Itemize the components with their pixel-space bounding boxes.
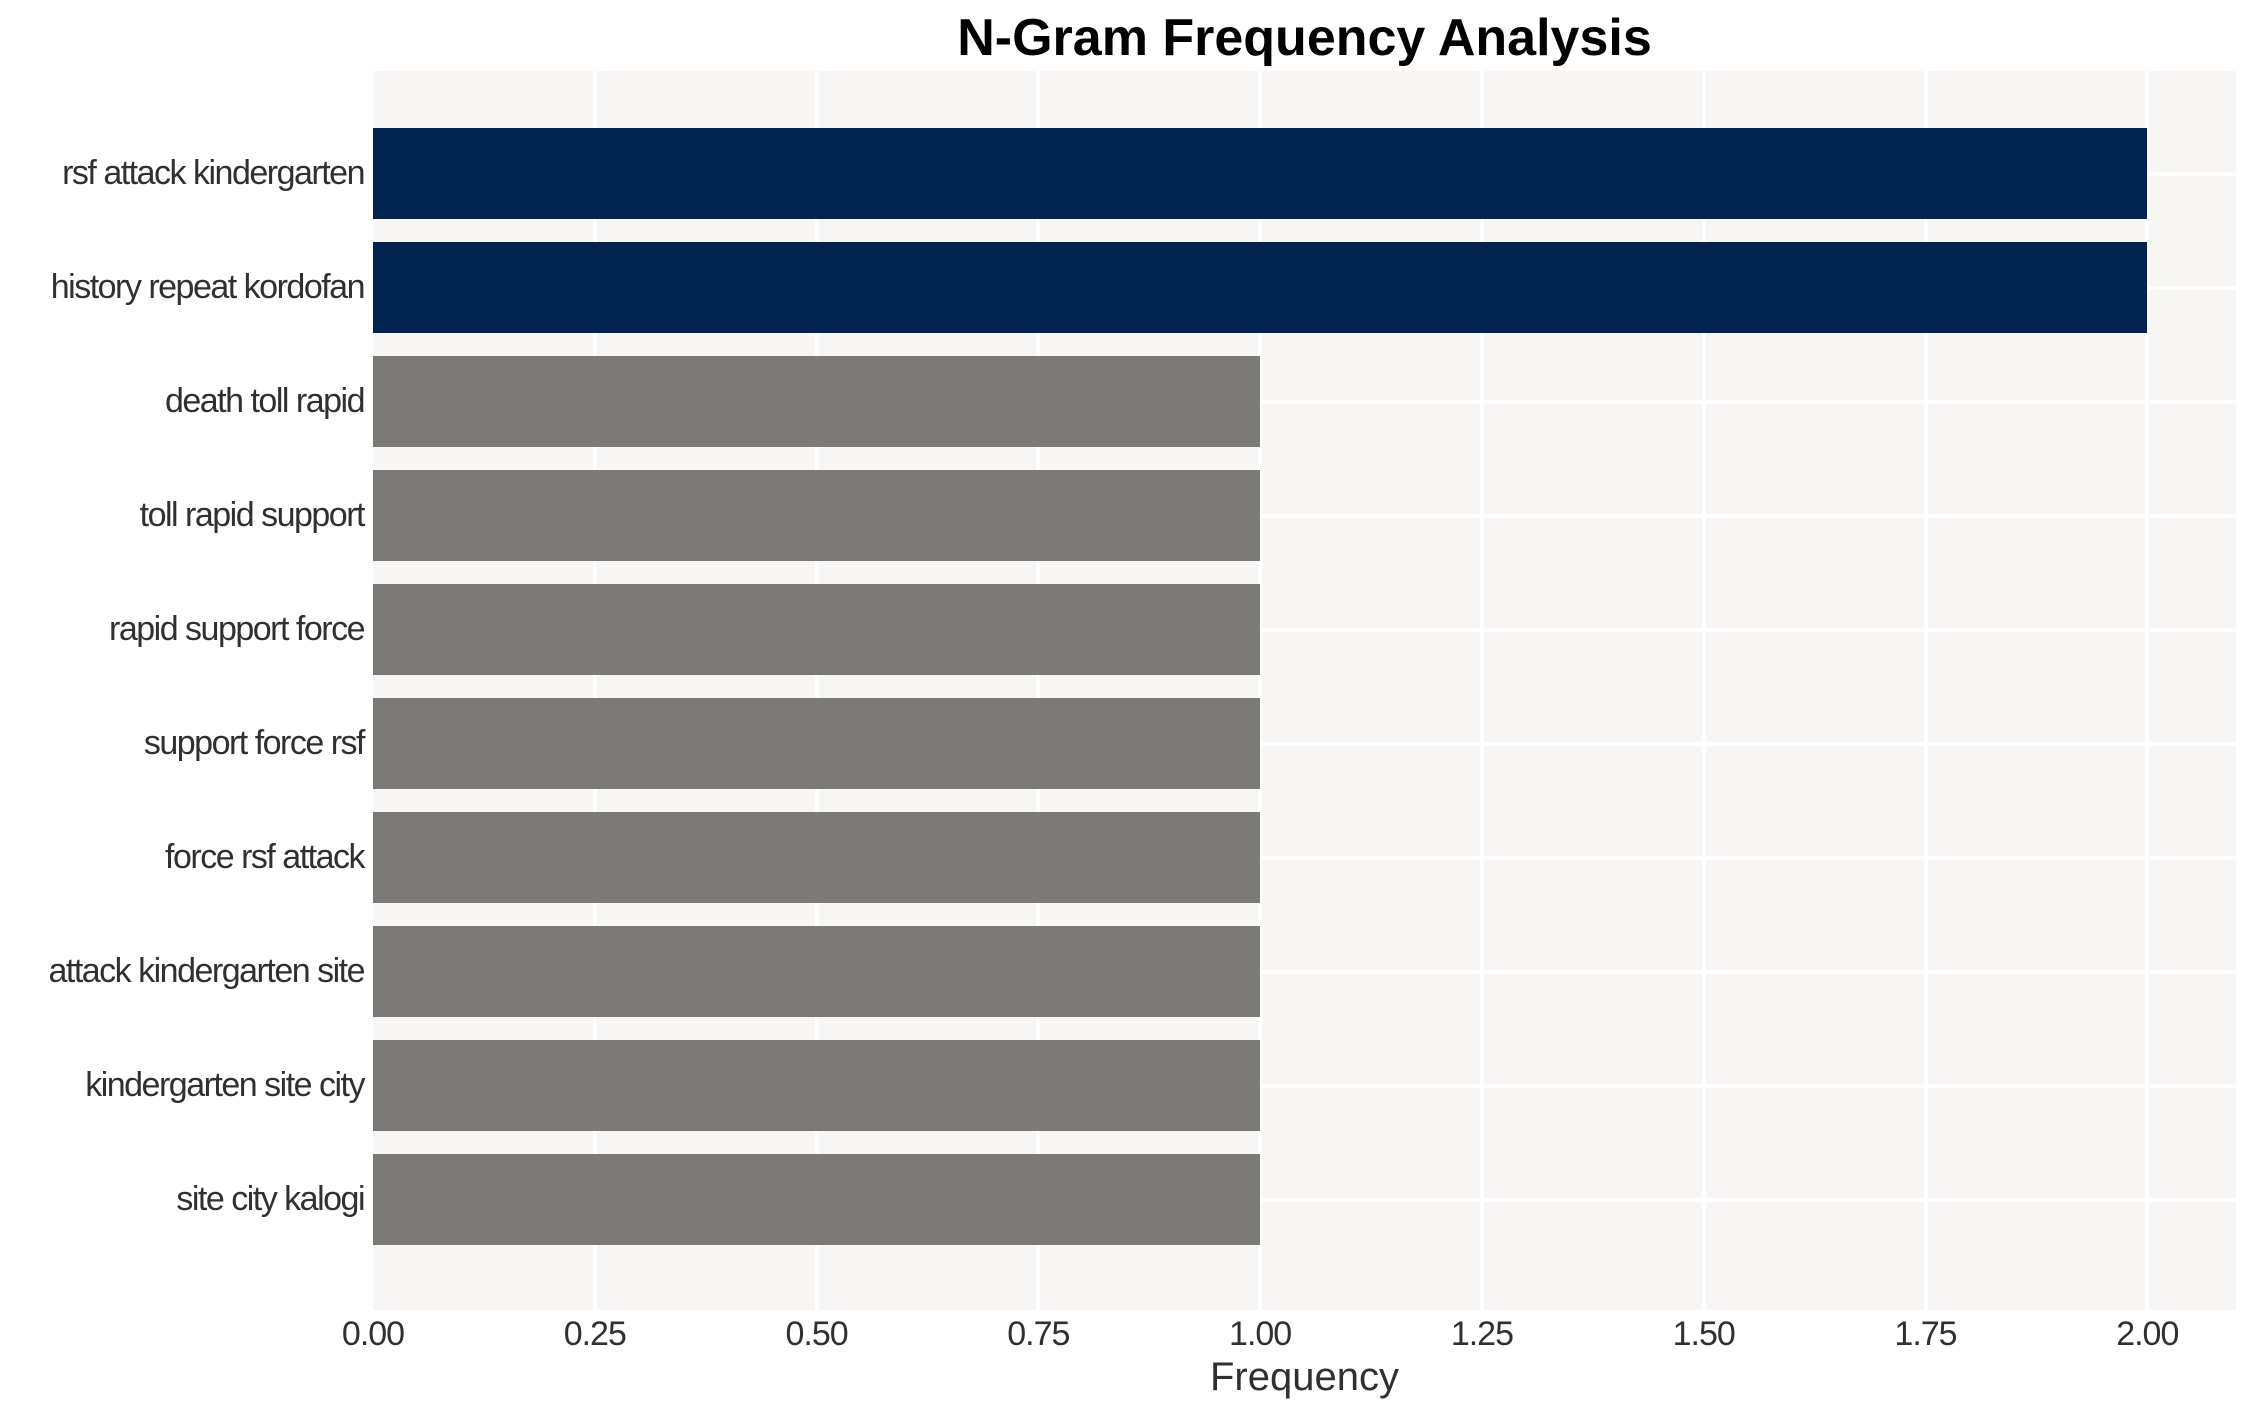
y-axis-label: history repeat kordofan (50, 268, 366, 306)
vertical-gridline (1479, 71, 1484, 1310)
y-axis-label: attack kindergarten site (48, 952, 365, 990)
y-axis-labels: rsf attack kindergarten history repeat ko… (0, 71, 366, 1310)
x-tick-label: 0.25 (563, 1315, 627, 1353)
bar-kindergarten-site-city (373, 1040, 1261, 1131)
y-axis-label: site city kalogi (176, 1180, 365, 1218)
vertical-gridline (1923, 71, 1928, 1310)
vertical-gridline (1258, 71, 1263, 1310)
vertical-gridline (592, 71, 597, 1310)
bar-force-rsf-attack (373, 812, 1261, 903)
y-axis-label: toll rapid support (139, 496, 366, 534)
x-tick-label: 1.75 (1894, 1315, 1957, 1353)
vertical-gridline (1036, 71, 1041, 1310)
horizontal-gridline (373, 513, 2236, 518)
x-tick-label: 0.00 (341, 1315, 405, 1353)
plot-area (373, 71, 2236, 1310)
horizontal-gridline (373, 1197, 2236, 1202)
horizontal-gridline (373, 741, 2236, 746)
bar-support-force-rsf (373, 698, 1261, 789)
bar-toll-rapid-support (373, 470, 1261, 561)
y-axis-label: force rsf attack (165, 838, 365, 876)
y-axis-label: support force rsf (143, 724, 366, 762)
bar-rapid-support-force (373, 584, 1261, 675)
horizontal-gridline (373, 855, 2236, 860)
x-tick-label: 0.75 (1007, 1315, 1070, 1353)
horizontal-gridline (373, 969, 2236, 974)
vertical-gridline (2145, 71, 2150, 1310)
bar-attack-kindergarten-site (373, 926, 1261, 1017)
x-tick-label: 1.25 (1450, 1315, 1514, 1353)
bar-death-toll-rapid (373, 356, 1261, 447)
horizontal-gridline (373, 627, 2236, 632)
y-axis-label: kindergarten site city (85, 1066, 365, 1104)
y-axis-label: death toll rapid (164, 382, 366, 420)
x-axis-tick-labels: 0.00 0.25 0.50 0.75 1.00 1.25 1.50 1.75 2.00 (342, 1314, 2236, 1356)
horizontal-gridline (373, 399, 2236, 404)
x-tick-label: 2.00 (2116, 1315, 2179, 1353)
vertical-gridline (814, 71, 819, 1310)
y-axis-label: rsf attack kindergarten (62, 154, 365, 192)
x-tick-label: 0.50 (785, 1315, 848, 1353)
bar-history-repeat-kordofan (373, 242, 2148, 333)
x-tick-label: 1.50 (1672, 1315, 1736, 1353)
vertical-gridline (1701, 71, 1706, 1310)
bar-rsf-attack-kindergarten (373, 128, 2148, 219)
bar-site-city-kalogi (373, 1154, 1261, 1245)
x-tick-label: 1.00 (1229, 1315, 1292, 1353)
chart-title: N-Gram Frequency Analysis (957, 9, 1652, 67)
horizontal-gridline (373, 1083, 2236, 1088)
x-axis-label: Frequency (1210, 1355, 1399, 1399)
y-axis-label: rapid support force (109, 610, 366, 648)
